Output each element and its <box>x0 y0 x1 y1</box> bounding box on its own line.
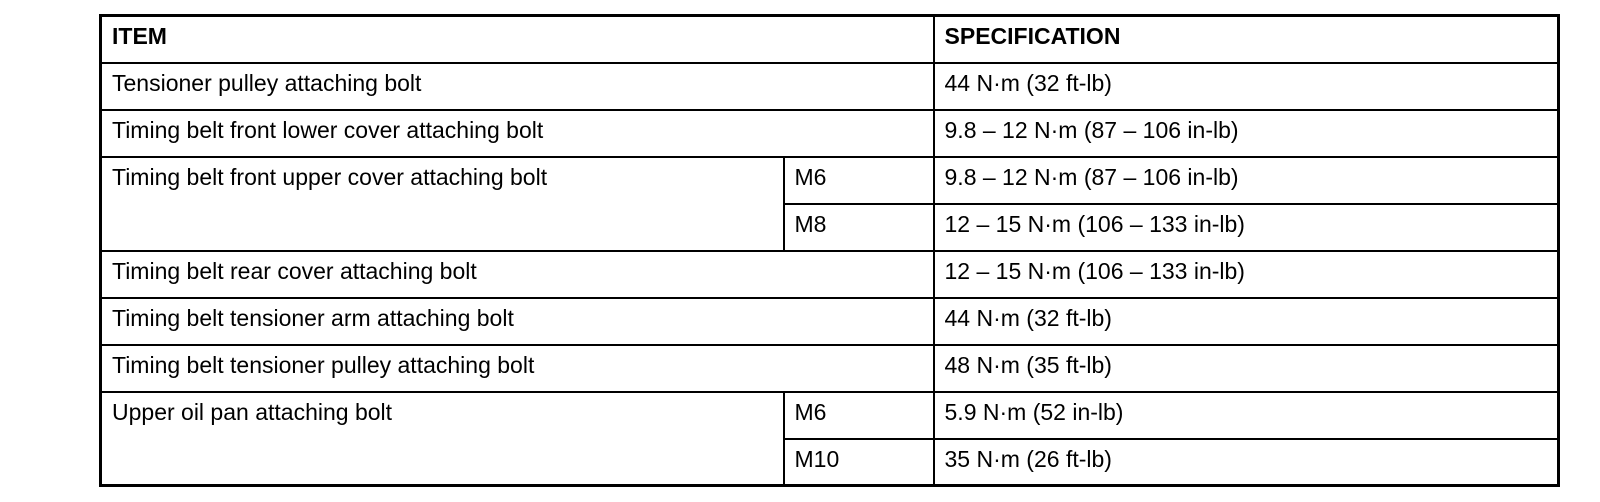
table-row: Upper oil pan attaching bolt M6 5.9 N·m … <box>99 390 1560 487</box>
item-cell: Tensioner pulley attaching bolt <box>99 61 935 111</box>
table-row: Timing belt front upper cover attaching … <box>99 155 1560 252</box>
table-row: Tensioner pulley attaching bolt 44 N·m (… <box>99 61 1560 111</box>
item-cell: Timing belt tensioner arm attaching bolt <box>99 296 935 346</box>
size-cell: M6 <box>782 390 935 440</box>
item-cell: Timing belt front upper cover attaching … <box>99 155 785 252</box>
table-subrow: M10 35 N·m (26 ft-lb) <box>101 437 1560 487</box>
size-cell: M8 <box>782 202 935 252</box>
item-cell: Timing belt tensioner pulley attaching b… <box>99 343 935 393</box>
specification-cell: 12 – 15 N·m (106 – 133 in-lb) <box>932 202 1560 252</box>
specification-cell: 9.8 – 12 N·m (87 – 106 in-lb) <box>932 108 1560 158</box>
column-header-item: ITEM <box>99 14 935 64</box>
item-cell: Timing belt front lower cover attaching … <box>99 108 935 158</box>
specification-cell: 5.9 N·m (52 in-lb) <box>932 390 1560 440</box>
specification-cell: 44 N·m (32 ft-lb) <box>932 61 1560 111</box>
item-cell: Timing belt rear cover attaching bolt <box>99 249 935 299</box>
table-row: Timing belt tensioner pulley attaching b… <box>99 343 1560 393</box>
item-cell: Upper oil pan attaching bolt <box>99 390 785 487</box>
size-cell: M10 <box>782 437 935 487</box>
table-row: Timing belt front lower cover attaching … <box>99 108 1560 158</box>
specification-cell: 35 N·m (26 ft-lb) <box>932 437 1560 487</box>
table-row: Timing belt tensioner arm attaching bolt… <box>99 296 1560 346</box>
table-header-row: ITEM SPECIFICATION <box>99 14 1560 64</box>
specification-cell: 48 N·m (35 ft-lb) <box>932 343 1560 393</box>
table-row: Timing belt rear cover attaching bolt 12… <box>99 249 1560 299</box>
specification-cell: 44 N·m (32 ft-lb) <box>932 296 1560 346</box>
column-header-specification: SPECIFICATION <box>932 14 1560 64</box>
torque-specification-table: ITEM SPECIFICATION Tensioner pulley atta… <box>99 14 1561 487</box>
specification-cell: 9.8 – 12 N·m (87 – 106 in-lb) <box>932 155 1560 205</box>
size-cell: M6 <box>782 155 935 205</box>
specification-cell: 12 – 15 N·m (106 – 133 in-lb) <box>932 249 1560 299</box>
table-subrow: M8 12 – 15 N·m (106 – 133 in-lb) <box>101 202 1560 252</box>
